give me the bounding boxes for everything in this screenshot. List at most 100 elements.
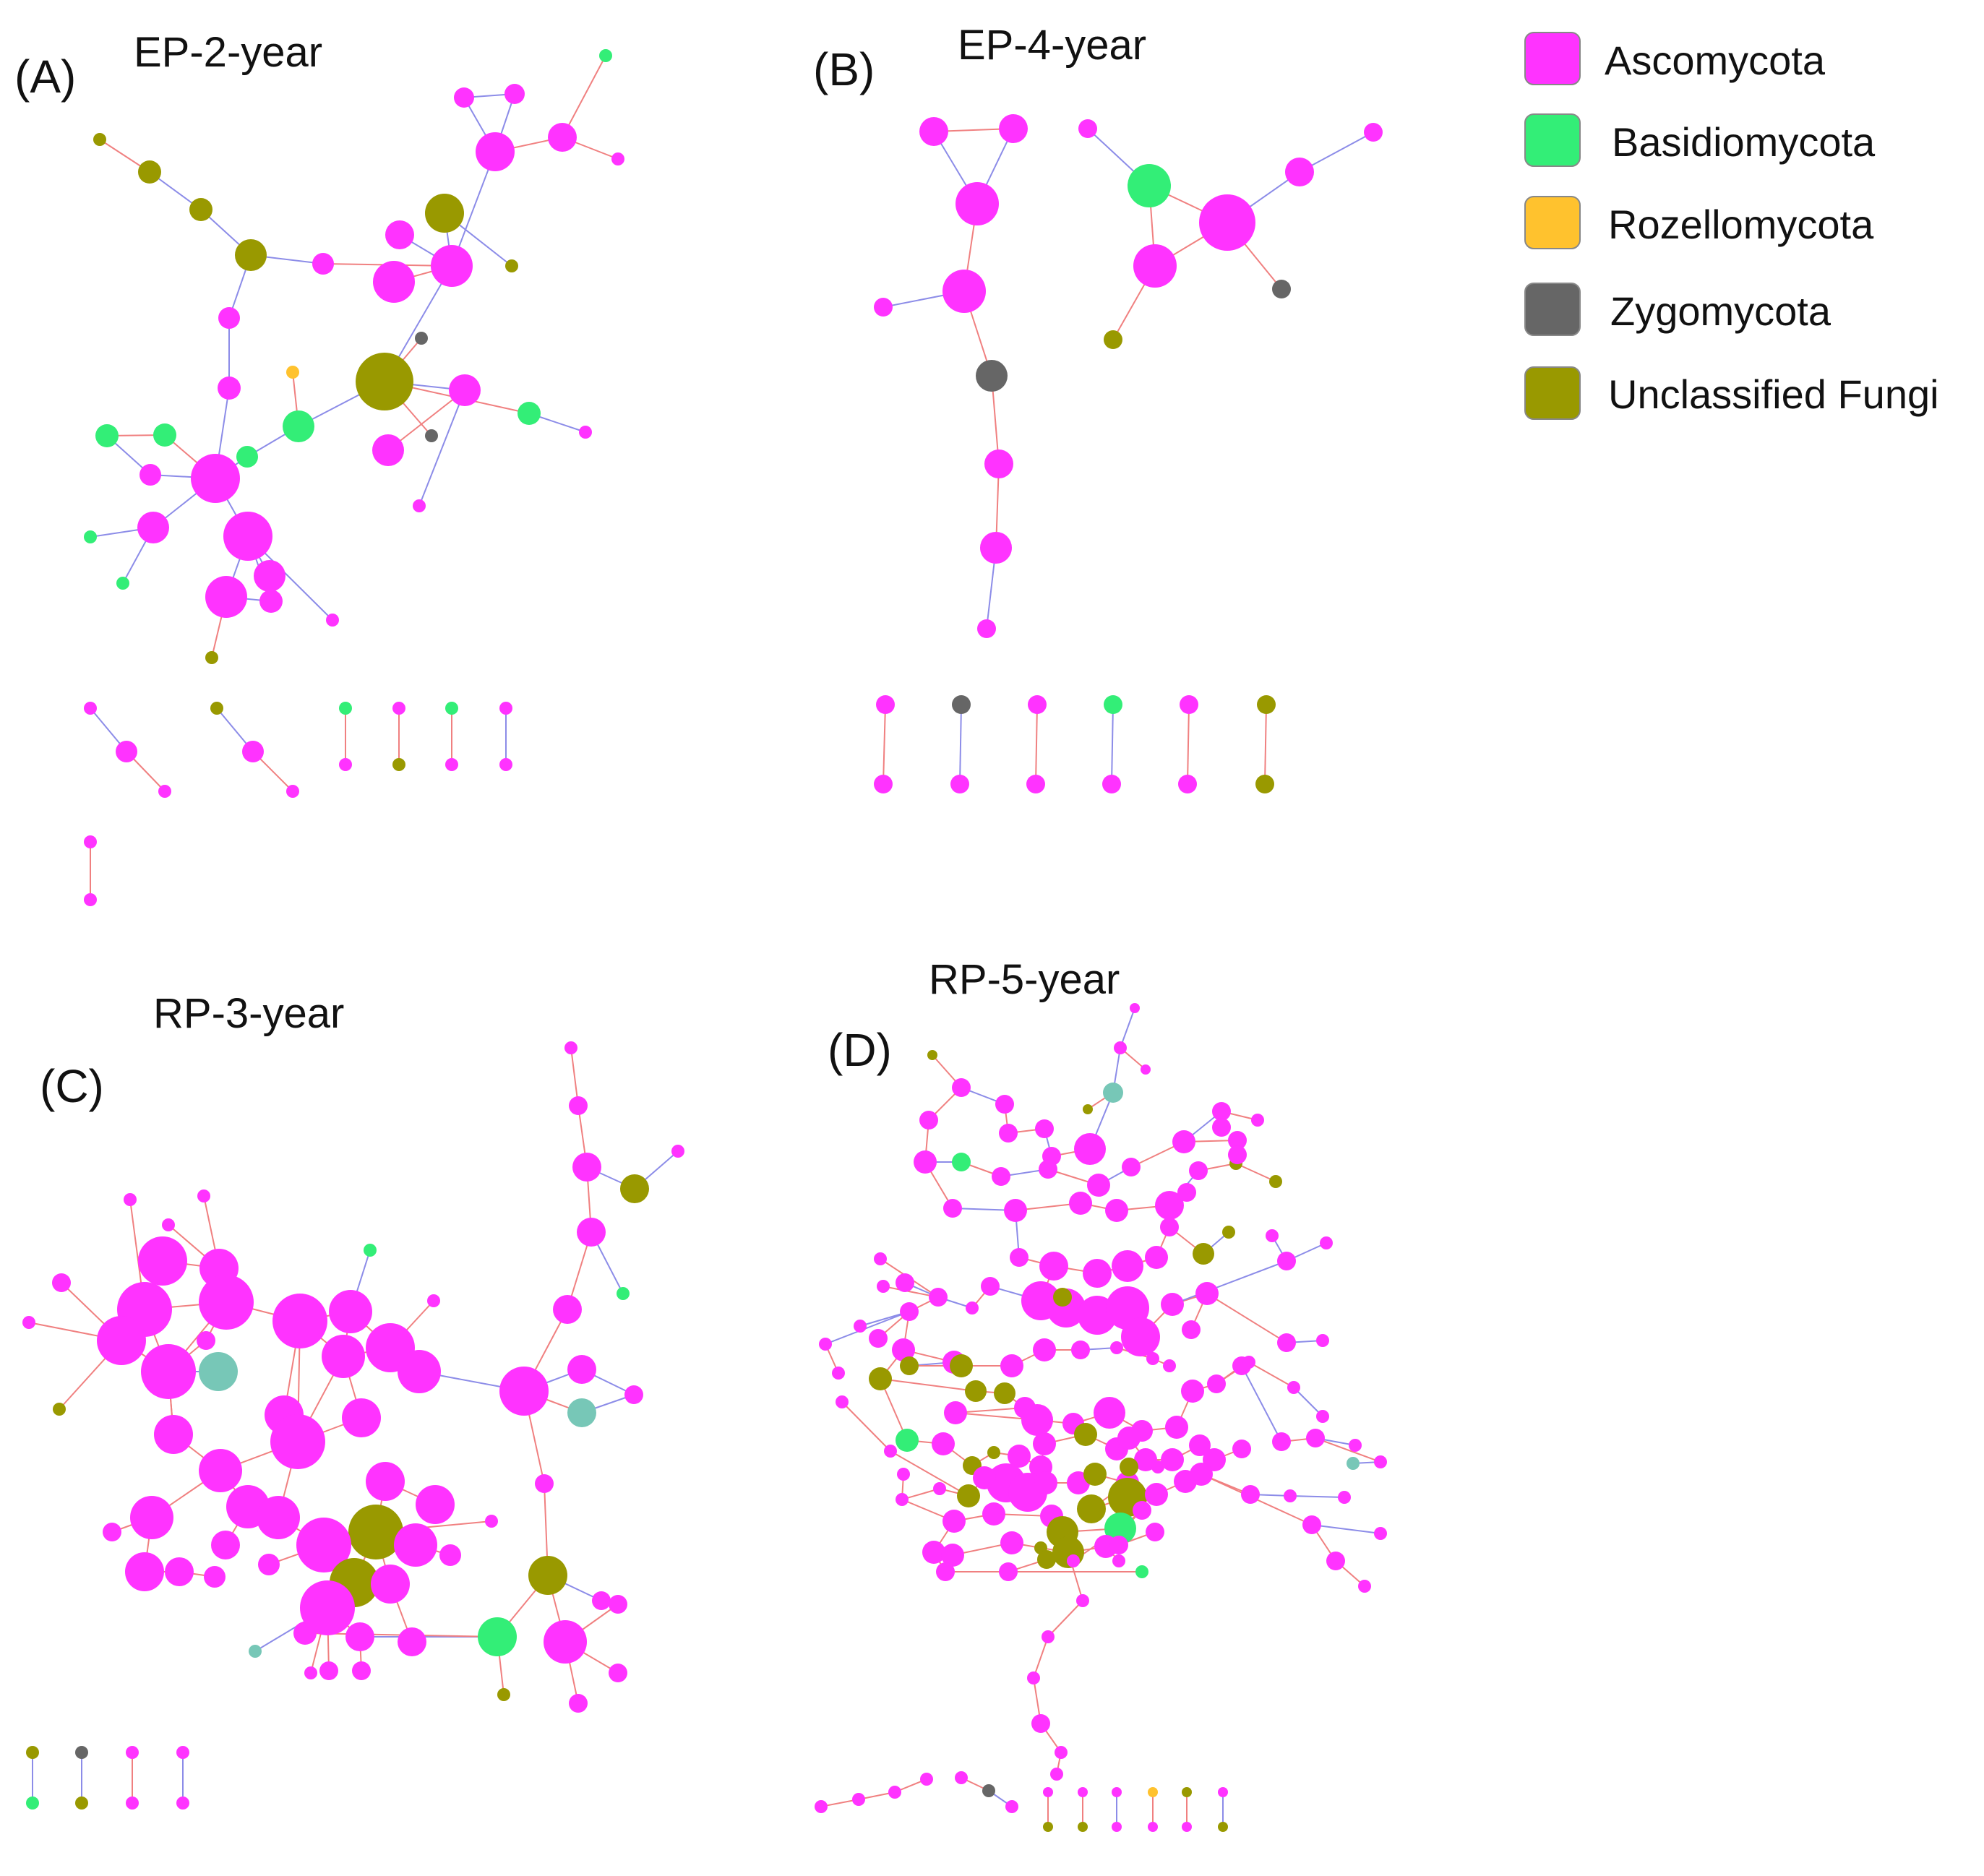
network-node: [26, 1797, 39, 1810]
network-node: [504, 84, 525, 104]
network-node: [1160, 1218, 1179, 1236]
network-node: [300, 1580, 355, 1635]
network-node: [1104, 695, 1122, 714]
network-node: [258, 1554, 280, 1575]
network-node: [852, 1793, 865, 1806]
network-node: [242, 741, 264, 762]
network-node: [1083, 1104, 1093, 1114]
network-node: [976, 360, 1008, 392]
legend-swatch-ascomycota: [1524, 32, 1581, 85]
network-node: [611, 152, 624, 165]
network-node: [1145, 1246, 1168, 1269]
network-node: [888, 1786, 901, 1799]
network-b: [874, 114, 1383, 793]
network-edge: [955, 1407, 1026, 1414]
network-node: [819, 1338, 832, 1351]
legend-label-basidiomycota: Basidiomycota: [1612, 119, 1876, 165]
network-node: [1102, 775, 1121, 793]
network-node: [932, 1432, 955, 1455]
network-node: [130, 1496, 173, 1539]
net-C-nodes: [22, 1041, 684, 1810]
network-node: [1133, 1501, 1151, 1520]
network-node: [577, 1218, 606, 1247]
network-node: [1112, 1250, 1143, 1282]
network-node: [499, 1367, 549, 1416]
network-node: [572, 1153, 601, 1182]
network-node: [153, 423, 176, 447]
network-edge: [1120, 1007, 1135, 1049]
network-edge: [1111, 704, 1114, 785]
network-edge: [883, 704, 886, 785]
network-node: [1078, 1822, 1088, 1832]
network-node: [995, 1095, 1014, 1114]
network-node: [877, 1280, 890, 1293]
network-node: [1257, 695, 1276, 714]
network-edge: [1033, 1636, 1049, 1679]
network-node: [1364, 123, 1383, 142]
network-node: [1228, 1145, 1247, 1164]
network-edge: [959, 704, 962, 785]
network-node: [942, 270, 986, 313]
network-edge: [1047, 1600, 1083, 1638]
legend-item-unclassified-fungi: Unclassified Fungi: [1524, 366, 1939, 420]
network-node: [950, 775, 969, 793]
network-node: [427, 1294, 440, 1307]
network-node: [478, 1617, 517, 1656]
network-node: [1146, 1523, 1164, 1541]
network-node: [385, 220, 414, 249]
panel-b: (B) EP-4-year: [813, 22, 1383, 793]
network-node: [1272, 280, 1291, 298]
network-edge: [1172, 1260, 1287, 1305]
network-node: [869, 1367, 892, 1390]
network-node: [431, 245, 473, 287]
network-node: [1039, 1160, 1057, 1179]
network-node: [499, 702, 512, 715]
network-edge: [387, 390, 465, 451]
network-node: [1128, 164, 1171, 207]
network-node: [999, 1562, 1018, 1581]
network-node: [445, 702, 458, 715]
network-node: [439, 1544, 461, 1566]
network-node: [223, 512, 272, 561]
network-node: [165, 1557, 194, 1586]
network-node: [942, 1510, 966, 1533]
network-node: [176, 1746, 189, 1759]
network-node: [372, 434, 404, 466]
network-node: [339, 758, 352, 771]
network-node: [286, 785, 299, 798]
network-node: [965, 1380, 987, 1402]
network-node: [1110, 1341, 1123, 1354]
network-node: [1083, 1259, 1112, 1288]
net-B-edges: [883, 128, 1374, 785]
network-a: [84, 49, 624, 906]
network-node: [1104, 330, 1122, 349]
network-node: [919, 117, 948, 146]
network-node: [204, 1566, 226, 1588]
network-node: [1071, 1341, 1090, 1359]
network-node: [371, 1565, 410, 1604]
network-node: [609, 1664, 627, 1682]
network-node: [103, 1523, 121, 1541]
network-node: [1182, 1787, 1192, 1797]
network-node: [980, 532, 1012, 564]
network-node: [259, 590, 283, 613]
network-node: [1251, 1114, 1264, 1127]
network-edge: [418, 390, 465, 507]
network-node: [1151, 1460, 1164, 1473]
network-node: [982, 1784, 995, 1797]
network-edge: [1206, 1293, 1287, 1343]
network-node: [162, 1218, 175, 1231]
network-node: [874, 1252, 887, 1265]
network-node: [139, 464, 161, 486]
network-edge: [1241, 1365, 1282, 1442]
network-node: [26, 1746, 39, 1759]
network-node: [952, 1153, 971, 1171]
net-D-nodes: [815, 1003, 1387, 1832]
network-node: [933, 1482, 946, 1495]
network-node: [1255, 775, 1274, 793]
network-node: [1241, 1485, 1260, 1504]
network-node: [138, 1236, 187, 1286]
network-node: [569, 1096, 588, 1115]
network-node: [999, 1124, 1018, 1143]
network-node: [1005, 1800, 1018, 1813]
